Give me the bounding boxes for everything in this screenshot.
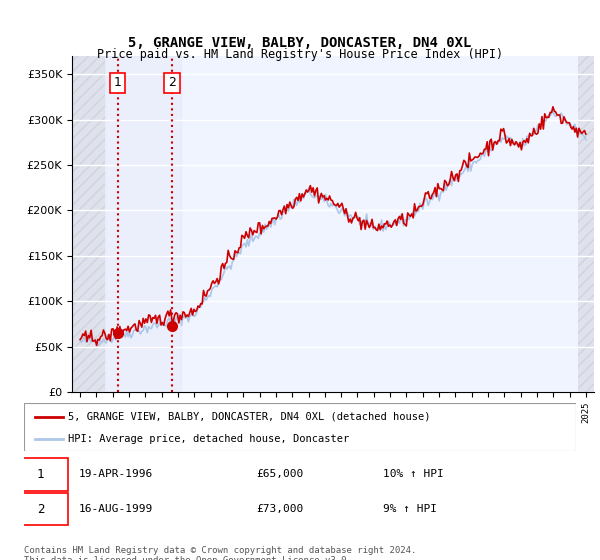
Text: Price paid vs. HM Land Registry's House Price Index (HPI): Price paid vs. HM Land Registry's House … (97, 48, 503, 60)
Text: 5, GRANGE VIEW, BALBY, DONCASTER, DN4 0XL (detached house): 5, GRANGE VIEW, BALBY, DONCASTER, DN4 0X… (68, 412, 431, 422)
Text: HPI: Average price, detached house, Doncaster: HPI: Average price, detached house, Donc… (68, 434, 349, 444)
Text: 1: 1 (37, 468, 44, 481)
Text: £73,000: £73,000 (256, 504, 303, 514)
Text: 2: 2 (168, 76, 176, 90)
Text: 1: 1 (114, 76, 122, 90)
Text: £65,000: £65,000 (256, 469, 303, 479)
Text: Contains HM Land Registry data © Crown copyright and database right 2024.
This d: Contains HM Land Registry data © Crown c… (24, 546, 416, 560)
FancyBboxPatch shape (13, 458, 68, 491)
FancyBboxPatch shape (13, 493, 68, 525)
Text: 16-AUG-1999: 16-AUG-1999 (79, 504, 154, 514)
Bar (104, 56, 181, 392)
Bar (578, 56, 594, 392)
Text: 9% ↑ HPI: 9% ↑ HPI (383, 504, 437, 514)
Bar (72, 56, 104, 392)
FancyBboxPatch shape (24, 403, 576, 451)
Text: 5, GRANGE VIEW, BALBY, DONCASTER, DN4 0XL: 5, GRANGE VIEW, BALBY, DONCASTER, DN4 0X… (128, 36, 472, 50)
Text: 19-APR-1996: 19-APR-1996 (79, 469, 154, 479)
Text: 2: 2 (37, 503, 44, 516)
Text: 10% ↑ HPI: 10% ↑ HPI (383, 469, 443, 479)
